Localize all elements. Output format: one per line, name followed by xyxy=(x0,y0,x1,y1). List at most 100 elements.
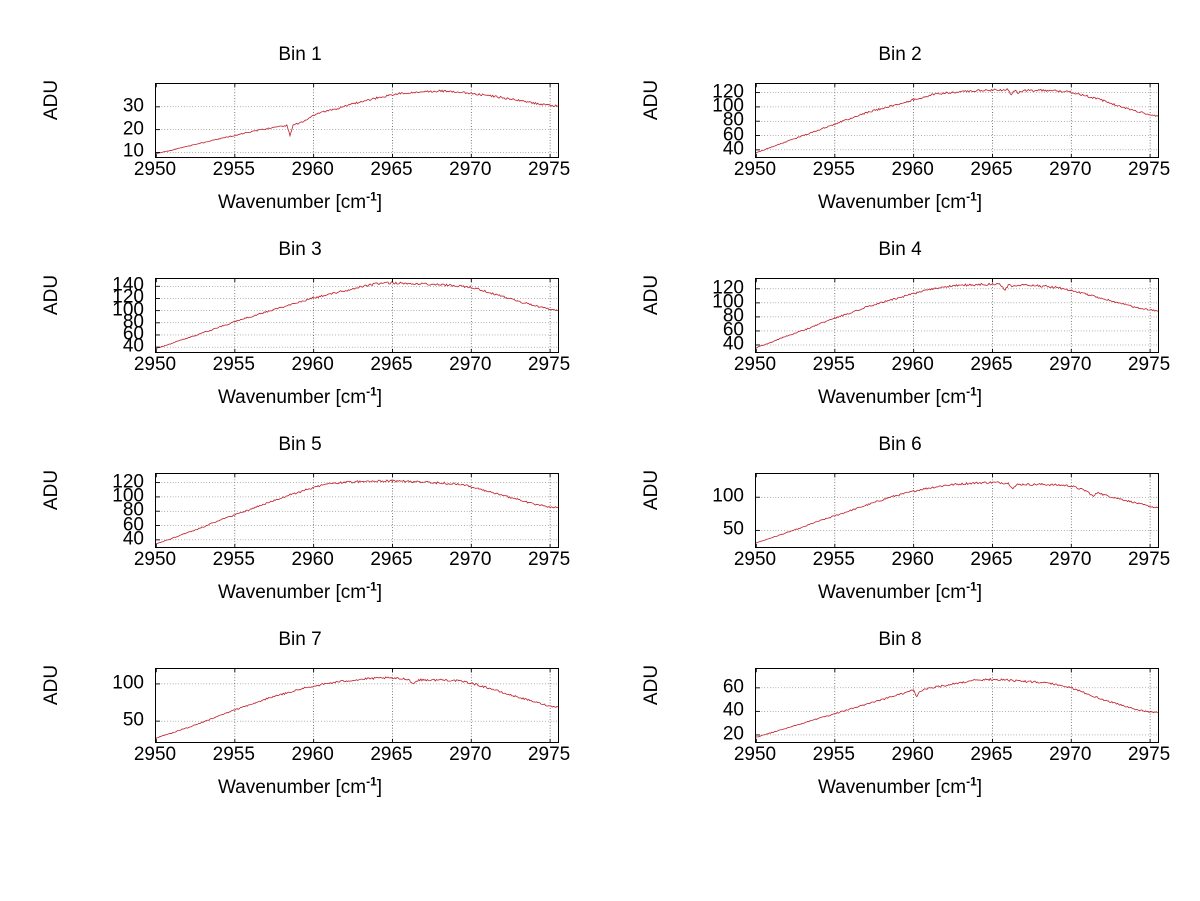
x-tick-label: 2975 xyxy=(1127,549,1171,570)
x-axis-label: Wavenumber [cm-1] xyxy=(600,581,1200,605)
x-tick-label: 2950 xyxy=(733,354,777,375)
x-axis-label-exponent: -1 xyxy=(366,774,377,789)
x-axis-label-suffix: ] xyxy=(376,777,383,798)
y-tick-label: 100 xyxy=(712,291,744,313)
y-tick-label: 60 xyxy=(122,323,144,345)
tick-marks xyxy=(156,279,551,352)
tick-marks xyxy=(156,669,551,742)
subplot-title: Bin 8 xyxy=(878,629,922,650)
x-axis-label-suffix: ] xyxy=(376,192,383,213)
x-axis-label-exponent: -1 xyxy=(966,384,977,399)
x-tick-label: 2975 xyxy=(1127,159,1171,180)
plot-canvas xyxy=(756,669,1158,742)
x-axis-label: Wavenumber [cm-1] xyxy=(600,191,1200,215)
subplot-7: Bin 7 ADU Wavenumber [cm-1] 2950 2955 2960 296… xyxy=(0,628,600,823)
x-tick-label: 2975 xyxy=(527,549,571,570)
tick-marks xyxy=(756,669,1151,742)
grid-lines xyxy=(156,84,558,157)
x-tick-label: 2950 xyxy=(133,159,177,180)
x-tick-label: 2965 xyxy=(970,159,1013,180)
x-axis-label-prefix: Wavenumber [cm xyxy=(217,387,367,408)
subplot-3: Bin 3 ADU Wavenumber [cm-1] 2950 2955 2960 296… xyxy=(0,238,600,433)
y-tick-label: 100 xyxy=(112,299,144,321)
x-tick-label: 2965 xyxy=(370,549,413,570)
plot-area xyxy=(755,473,1159,548)
data-series-line xyxy=(756,678,1158,737)
x-tick-label: 2960 xyxy=(291,354,334,375)
x-tick-label: 2955 xyxy=(812,354,855,375)
x-tick-label: 2965 xyxy=(970,744,1013,765)
x-tick-labels: 2950 2955 2960 2965 2970 2975 xyxy=(0,548,600,574)
plot-area xyxy=(155,83,559,158)
x-tick-label: 2975 xyxy=(527,354,571,375)
y-tick-label: 80 xyxy=(722,109,744,131)
x-tick-label: 2955 xyxy=(812,744,855,765)
y-tick-labels: 50 100 xyxy=(0,628,152,823)
y-tick-label: 80 xyxy=(122,499,144,521)
x-tick-label: 2970 xyxy=(449,354,492,375)
x-tick-label: 2970 xyxy=(1049,159,1092,180)
data-series-line xyxy=(756,283,1158,348)
x-axis-label: Wavenumber [cm-1] xyxy=(0,776,600,800)
data-series-line xyxy=(756,482,1158,543)
x-axis-label-prefix: Wavenumber [cm xyxy=(217,777,367,798)
x-axis-label-prefix: Wavenumber [cm xyxy=(817,387,967,408)
y-tick-label: 120 xyxy=(112,286,144,308)
y-tick-labels: 40 60 80 100 120 xyxy=(600,43,752,238)
grid-lines xyxy=(156,474,558,547)
x-tick-label: 2960 xyxy=(891,354,934,375)
x-tick-label: 2960 xyxy=(891,159,934,180)
y-tick-label: 10 xyxy=(122,140,144,162)
subplot-1: Bin 1 ADU Wavenumber [cm-1] 2950 2955 2960 296… xyxy=(0,43,600,238)
x-tick-label: 2950 xyxy=(733,744,777,765)
subplot-title: Bin 1 xyxy=(278,44,322,65)
tick-marks xyxy=(156,84,551,157)
y-tick-label: 80 xyxy=(722,305,744,327)
x-axis-label-suffix: ] xyxy=(976,777,983,798)
x-tick-label: 2965 xyxy=(370,744,413,765)
data-series-line xyxy=(156,90,558,154)
grid-lines xyxy=(156,279,558,352)
y-tick-label: 100 xyxy=(112,672,144,694)
x-axis-label: Wavenumber [cm-1] xyxy=(600,776,1200,800)
x-axis-label-prefix: Wavenumber [cm xyxy=(817,777,967,798)
grid-lines xyxy=(756,474,1158,547)
x-tick-label: 2970 xyxy=(1049,744,1092,765)
y-tick-label: 140 xyxy=(112,274,144,296)
y-tick-label: 60 xyxy=(722,319,744,341)
plot-canvas xyxy=(156,279,558,352)
x-axis-label: Wavenumber [cm-1] xyxy=(0,386,600,410)
x-tick-labels: 2950 2955 2960 2965 2970 2975 xyxy=(600,353,1200,379)
x-tick-label: 2975 xyxy=(527,159,571,180)
y-tick-label: 40 xyxy=(722,333,744,355)
x-tick-label: 2960 xyxy=(291,744,334,765)
subplot-title: Bin 6 xyxy=(878,434,922,455)
y-tick-label: 50 xyxy=(122,709,144,731)
tick-marks xyxy=(156,474,551,547)
x-tick-label: 2950 xyxy=(133,549,177,570)
x-axis-label-exponent: -1 xyxy=(366,579,377,594)
x-axis-label: Wavenumber [cm-1] xyxy=(0,191,600,215)
x-tick-label: 2950 xyxy=(133,354,177,375)
x-tick-labels: 2950 2955 2960 2965 2970 2975 xyxy=(600,158,1200,184)
x-tick-label: 2960 xyxy=(291,549,334,570)
y-tick-label: 120 xyxy=(712,277,744,299)
plot-area xyxy=(755,278,1159,353)
subplot-title: Bin 3 xyxy=(278,239,322,260)
x-tick-label: 2955 xyxy=(212,159,255,180)
y-tick-label: 100 xyxy=(112,485,144,507)
y-tick-label: 100 xyxy=(712,485,744,507)
x-tick-label: 2955 xyxy=(212,549,255,570)
x-tick-label: 2950 xyxy=(133,744,177,765)
y-tick-labels: 50 100 xyxy=(600,433,752,628)
x-axis-label-exponent: -1 xyxy=(966,774,977,789)
plot-area xyxy=(155,278,559,353)
x-tick-label: 2950 xyxy=(733,159,777,180)
x-tick-label: 2970 xyxy=(449,744,492,765)
x-axis-label-prefix: Wavenumber [cm xyxy=(217,192,367,213)
plot-area xyxy=(155,668,559,743)
x-tick-label: 2975 xyxy=(1127,354,1171,375)
plot-canvas xyxy=(756,279,1158,352)
subplot-5: Bin 5 ADU Wavenumber [cm-1] 2950 2955 2960 296… xyxy=(0,433,600,628)
